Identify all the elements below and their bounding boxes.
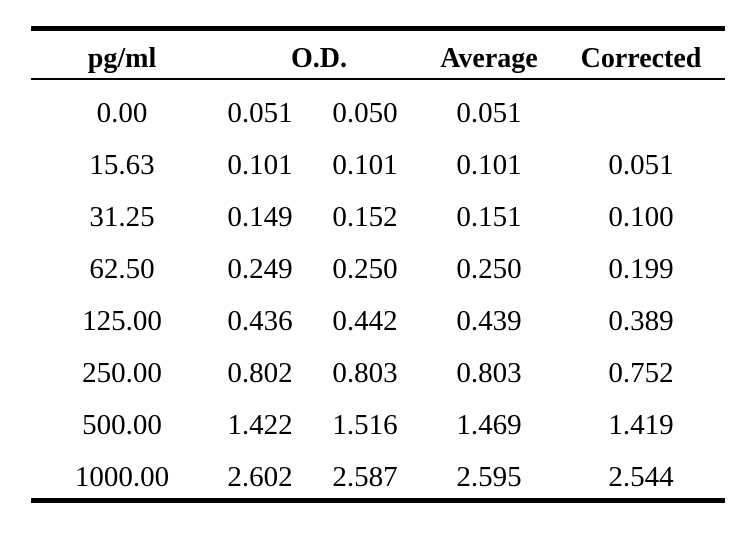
cell-concentration: 500.00 bbox=[82, 409, 162, 441]
cell-average: 0.439 bbox=[456, 305, 522, 337]
cell-concentration: 31.25 bbox=[89, 201, 155, 233]
cell-od-1: 0.101 bbox=[227, 149, 293, 181]
cell-corrected: 1.419 bbox=[608, 409, 674, 441]
cell-od-2: 0.050 bbox=[332, 97, 398, 129]
cell-concentration: 250.00 bbox=[82, 357, 162, 389]
cell-average: 1.469 bbox=[456, 409, 522, 441]
bottom-rule bbox=[31, 498, 725, 503]
cell-concentration: 125.00 bbox=[82, 305, 162, 337]
cell-od-2: 1.516 bbox=[332, 409, 398, 441]
header-average: Average bbox=[440, 43, 538, 74]
cell-concentration: 0.00 bbox=[96, 97, 148, 129]
cell-od-1: 0.802 bbox=[227, 357, 293, 389]
cell-od-2: 0.101 bbox=[332, 149, 398, 181]
cell-od-2: 0.250 bbox=[332, 253, 398, 285]
header-rule bbox=[31, 78, 725, 80]
cell-average: 0.803 bbox=[456, 357, 522, 389]
cell-od-1: 0.249 bbox=[227, 253, 293, 285]
top-rule bbox=[31, 26, 725, 31]
cell-corrected: 0.100 bbox=[608, 201, 674, 233]
cell-od-1: 0.436 bbox=[227, 305, 293, 337]
cell-average: 0.250 bbox=[456, 253, 522, 285]
cell-corrected: 0.389 bbox=[608, 305, 674, 337]
standard-curve-table: pg/ml O.D. Average Corrected 0.00 0.051 … bbox=[31, 26, 725, 504]
header-od: O.D. bbox=[291, 43, 347, 74]
header-corrected: Corrected bbox=[580, 43, 702, 74]
cell-corrected: 0.752 bbox=[608, 357, 674, 389]
cell-od-1: 0.149 bbox=[227, 201, 293, 233]
header-concentration: pg/ml bbox=[87, 43, 157, 74]
cell-average: 2.595 bbox=[456, 461, 522, 493]
cell-corrected: 0.199 bbox=[608, 253, 674, 285]
cell-average: 0.151 bbox=[456, 201, 522, 233]
cell-od-1: 2.602 bbox=[227, 461, 293, 493]
cell-concentration: 15.63 bbox=[89, 149, 155, 181]
cell-od-1: 1.422 bbox=[227, 409, 293, 441]
cell-corrected: 0.051 bbox=[608, 149, 674, 181]
cell-average: 0.101 bbox=[456, 149, 522, 181]
cell-average: 0.051 bbox=[456, 97, 522, 129]
cell-od-2: 2.587 bbox=[332, 461, 398, 493]
cell-concentration: 62.50 bbox=[89, 253, 155, 285]
cell-od-2: 0.442 bbox=[332, 305, 398, 337]
cell-od-2: 0.152 bbox=[332, 201, 398, 233]
cell-od-2: 0.803 bbox=[332, 357, 398, 389]
cell-corrected: 2.544 bbox=[608, 461, 674, 493]
cell-od-1: 0.051 bbox=[227, 97, 293, 129]
cell-concentration: 1000.00 bbox=[74, 461, 170, 493]
